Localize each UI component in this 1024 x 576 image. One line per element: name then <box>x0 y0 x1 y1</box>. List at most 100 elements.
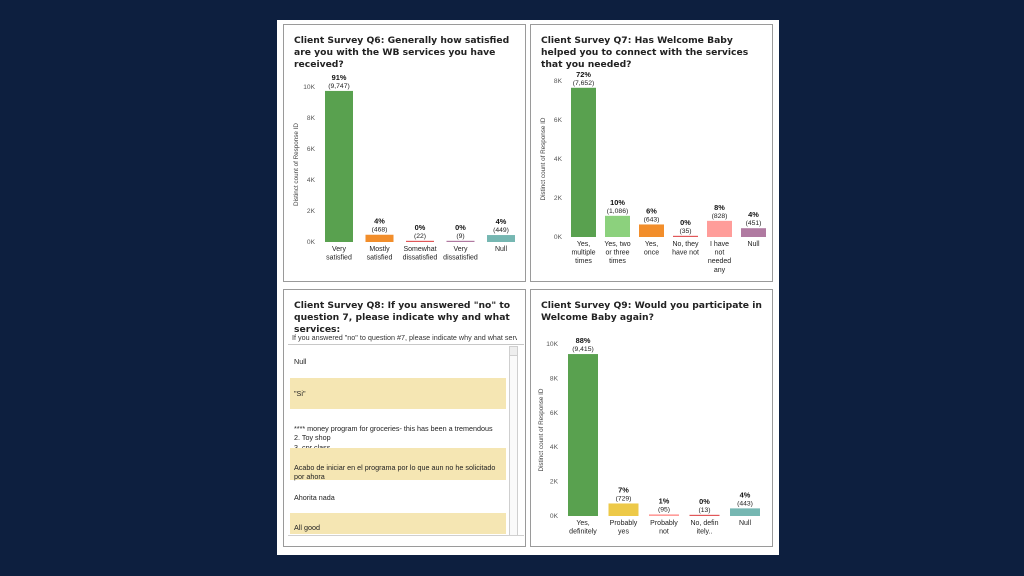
x-category-label: No, defin <box>690 520 718 527</box>
x-category-label: or three <box>605 250 629 257</box>
x-category-label: satisfied <box>367 255 393 262</box>
x-category-label: any <box>714 267 726 274</box>
q8-list-bottom-divider <box>288 535 524 536</box>
list-item[interactable]: **** money program for groceries- this h… <box>290 411 506 452</box>
q7-title: Client Survey Q7: Has Welcome Baby helpe… <box>541 35 749 70</box>
bar-percent-label: 0% <box>699 497 710 506</box>
q8-header-divider <box>288 344 524 345</box>
q6-title: Client Survey Q6: Generally how satisfie… <box>294 35 510 70</box>
bar-percent-label: 88% <box>576 336 591 345</box>
q7-chart: Distinct count of Response ID 0K 2K 4K 6K 8K 7… <box>540 70 766 274</box>
bar <box>741 228 766 237</box>
x-category-label: Yes, two <box>604 241 630 248</box>
y-tick-label: 10K <box>546 341 558 348</box>
bar-count-label: (443) <box>737 500 753 507</box>
x-category-label: times <box>609 258 626 265</box>
y-tick-label: 8K <box>550 375 559 382</box>
bar-percent-label: 0% <box>680 218 691 227</box>
x-category-label: Yes, <box>577 241 590 248</box>
x-category-label: Somewhat <box>403 246 436 253</box>
bar-percent-label: 0% <box>455 223 466 232</box>
x-category-label: No, they <box>672 241 699 248</box>
x-category-label: Null <box>739 520 752 527</box>
bar <box>730 508 760 516</box>
x-category-label: times <box>575 258 592 265</box>
bar-count-label: (95) <box>658 506 670 513</box>
bar-count-label: (643) <box>644 216 660 223</box>
list-item-text: **** money program for groceries- this h… <box>294 423 493 452</box>
x-category-label: Mostly <box>369 246 390 253</box>
x-category-label: have not <box>672 250 699 257</box>
bar-count-label: (9,747) <box>328 83 350 90</box>
y-axis-title: Distinct count of Response ID <box>540 117 547 200</box>
y-tick-label: 0K <box>550 513 559 520</box>
list-item[interactable]: All good <box>290 513 506 534</box>
bar-percent-label: 1% <box>659 496 670 505</box>
x-category-label: Probably <box>610 520 638 527</box>
q8-title: Client Survey Q8: If you answered "no" t… <box>294 300 511 335</box>
bar-percent-label: 7% <box>618 485 629 494</box>
y-tick-label: 8K <box>307 115 316 122</box>
bar <box>689 514 720 516</box>
x-category-label: Probably <box>650 520 678 527</box>
list-item-text: All good <box>294 523 320 532</box>
x-category-label: Very <box>453 246 468 253</box>
bar-percent-label: 91% <box>332 73 347 82</box>
bar-count-label: (451) <box>746 220 762 227</box>
x-category-label: satisfied <box>326 255 352 262</box>
q6-panel: Client Survey Q6: Generally how satisfie… <box>283 24 526 282</box>
x-category-label: itely.. <box>697 529 713 536</box>
y-tick-label: 6K <box>550 410 559 417</box>
y-tick-label: 4K <box>554 156 563 163</box>
bar <box>707 220 732 237</box>
bar-count-label: (35) <box>679 228 691 235</box>
bar-percent-label: 4% <box>374 217 385 226</box>
q9-chart: Distinct count of Response ID 0K 2K 4K 6K 8K 1… <box>538 336 760 536</box>
bar-count-label: (7,652) <box>573 80 595 87</box>
bar-count-label: (468) <box>372 227 388 234</box>
list-item-text: "Si" <box>294 389 306 398</box>
list-item[interactable]: "Si" <box>290 378 506 409</box>
list-item-text: Acabo de iniciar en el programa por lo q… <box>294 462 496 482</box>
x-category-label: definitely <box>569 529 597 536</box>
q8-scrollbar[interactable] <box>509 346 518 536</box>
list-item[interactable]: Null <box>290 354 506 374</box>
q8-response-list[interactable]: Null "Si" **** money program for groceri… <box>288 348 508 534</box>
q8-panel: Client Survey Q8: If you answered "no" t… <box>283 289 526 547</box>
y-tick-label: 4K <box>550 444 559 451</box>
bar <box>608 503 639 516</box>
q9-panel: Client Survey Q9: Would you participate … <box>530 289 773 547</box>
bar <box>639 224 664 237</box>
bar-percent-label: 0% <box>415 223 426 232</box>
bar <box>325 90 353 242</box>
bar <box>446 240 475 242</box>
bar-count-label: (9,415) <box>572 346 594 353</box>
y-tick-label: 2K <box>554 195 563 202</box>
dashboard-sheet: Client Survey Q6: Generally how satisfie… <box>277 20 779 555</box>
x-category-label: not <box>715 250 725 257</box>
x-category-label: Null <box>495 246 508 253</box>
bar-count-label: (729) <box>616 495 632 502</box>
list-item-text: Null <box>294 357 307 366</box>
y-tick-label: 6K <box>307 146 316 153</box>
scroll-up-arrow-icon[interactable] <box>510 347 517 356</box>
bar-count-label: (449) <box>493 227 509 234</box>
x-category-label: multiple <box>571 250 595 257</box>
x-category-label: yes <box>618 529 629 536</box>
x-category-label: I have <box>710 241 729 248</box>
bar-count-label: (13) <box>698 507 710 514</box>
bar <box>649 514 679 516</box>
list-item[interactable]: Ahorita nada <box>290 483 506 511</box>
x-category-label: Yes, <box>576 520 589 527</box>
list-item[interactable]: Acabo de iniciar en el programa por lo q… <box>290 448 506 482</box>
y-tick-label: 10K <box>303 84 315 91</box>
bar <box>568 354 598 516</box>
bar-percent-label: 6% <box>646 206 657 215</box>
y-tick-label: 2K <box>307 208 316 215</box>
x-category-label: needed <box>708 258 731 265</box>
bar <box>365 234 394 242</box>
bar-count-label: (1,086) <box>607 208 629 215</box>
bar <box>406 240 434 242</box>
bar-percent-label: 4% <box>748 210 759 219</box>
bar-percent-label: 10% <box>610 198 625 207</box>
